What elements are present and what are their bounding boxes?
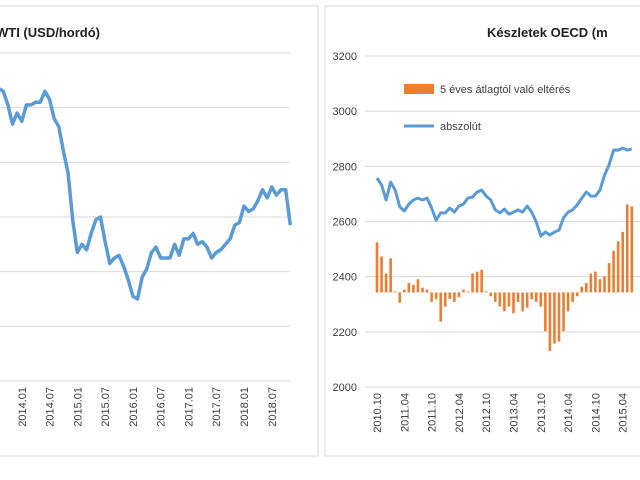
y-tick-label: 2000 [333,382,357,394]
x-tick-label: 2013.10 [536,393,548,433]
bar [562,292,565,332]
y-tick-label: 2800 [333,161,357,173]
bar [575,292,579,297]
x-tick-label: 2015.01 [72,387,84,427]
x-tick-label: 2014.04 [563,393,575,433]
bar [471,273,474,293]
bar [375,242,379,293]
y-tick-label: 3000 [333,106,357,118]
bar [416,279,420,293]
x-tick-label: 2017.01 [183,387,195,427]
bar [616,241,620,293]
x-tick-label: 2012.04 [454,393,466,433]
x-tick-label: 2013.04 [509,393,521,433]
x-tick-label: 2016.07 [156,387,168,427]
chart-title: WTI (USD/hordó) [0,25,100,40]
legend-swatch [404,84,434,94]
bar [489,292,493,297]
bar [443,292,447,307]
data-line [0,87,293,301]
legend-label: 5 éves átlagtól való eltérés [440,84,571,96]
bar [521,292,524,312]
bar [466,291,470,293]
x-tick-label: 2012.10 [481,393,493,433]
bar [494,292,497,302]
x-tick-label: 2013.07 [0,387,1,427]
bar [516,292,520,302]
bar [530,292,533,300]
bar [384,273,388,293]
bar [544,292,547,332]
bar [621,231,624,293]
bar [398,292,402,303]
bar [380,256,383,293]
bar [425,289,429,293]
bar [421,287,424,293]
bar [548,292,552,352]
bar [534,292,538,302]
bar [607,263,611,293]
bar [512,292,515,314]
legend-label: abszolút [440,121,481,133]
bar [434,292,438,300]
x-tick-label: 2016.01 [128,387,140,427]
bar [553,292,556,344]
x-tick-label: 2011.10 [427,393,439,432]
bar [594,271,597,293]
bar [475,271,479,293]
bar [407,282,411,293]
chart-title: Készletek OECD (m [487,25,608,40]
bar [462,289,465,293]
x-tick-label: 2015.04 [618,393,630,433]
y-tick-label: 3200 [333,51,357,63]
x-tick-label: 2011.04 [399,393,411,432]
y-tick-label: 2200 [333,327,357,339]
y-tick-label: 2400 [333,272,357,284]
x-tick-label: 2010.10 [372,393,384,433]
right-panel [324,5,640,457]
bar [571,292,574,302]
bar [630,206,634,293]
bar [507,292,511,307]
bar [412,284,415,293]
bar [503,292,506,312]
bar [625,204,629,293]
bar [585,282,588,293]
bar [448,292,452,300]
x-tick-label: 2018.07 [267,387,279,427]
bar [393,291,397,293]
x-tick-label: 2014.10 [590,393,602,433]
data-line [375,146,633,238]
bar [430,292,433,302]
bar [580,286,584,293]
bar [589,273,593,293]
bar [484,291,488,293]
x-tick-label: 2014.01 [17,387,29,427]
bar [403,289,406,293]
bar [598,279,602,293]
y-tick-label: 2600 [333,217,357,229]
x-tick-label: 2015.07 [100,387,112,427]
bar [603,276,606,293]
x-tick-label: 2017.07 [211,387,223,427]
bar [457,292,461,298]
bar [525,292,529,308]
bar [389,258,392,293]
bar [453,292,456,302]
bar [480,269,483,293]
bar [557,292,561,342]
bar [439,292,442,322]
x-tick-label: 2018.01 [239,387,251,427]
bar [566,292,570,312]
x-tick-label: 2014.07 [45,387,57,427]
bar [612,250,615,293]
bar [498,292,502,307]
bar [539,292,543,307]
